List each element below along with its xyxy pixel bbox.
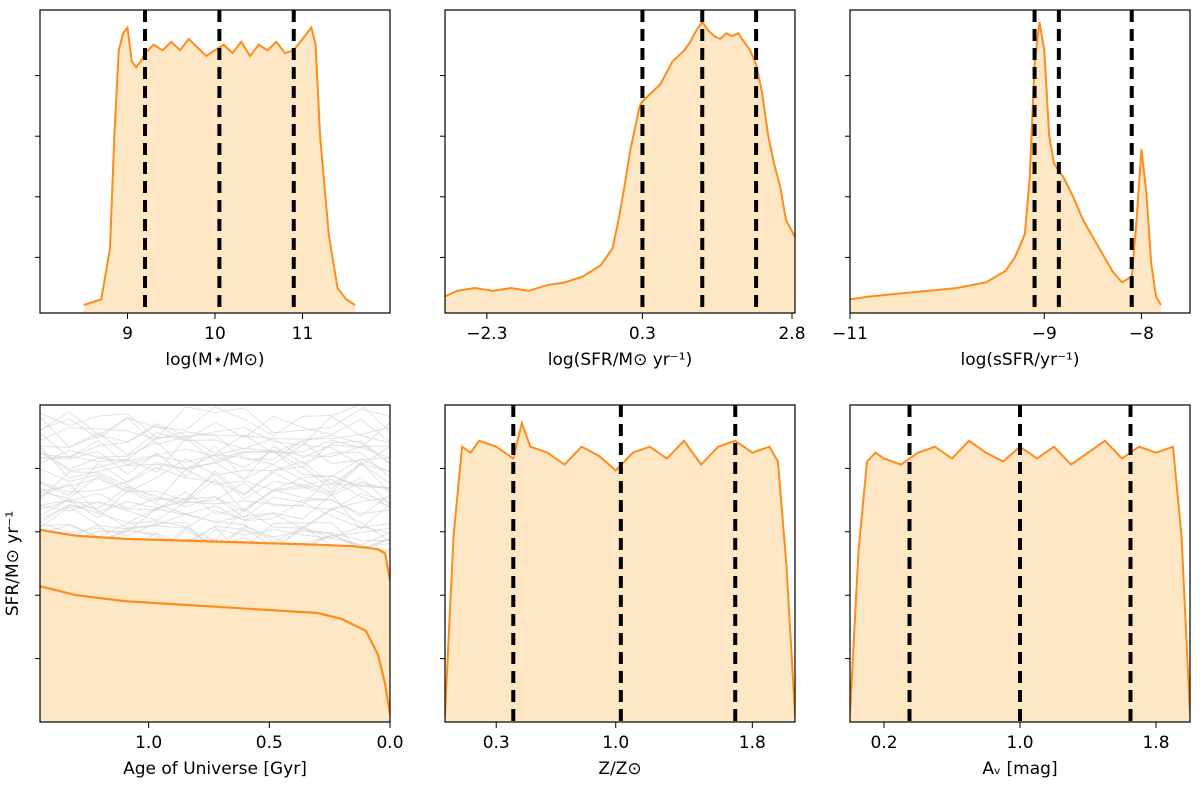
- history-draw: [40, 489, 390, 522]
- x-axis-label: Z/Z⊙: [598, 759, 641, 779]
- x-tick-label: −11: [832, 324, 868, 344]
- history-draw: [40, 497, 390, 530]
- axes-frame: [444, 9, 796, 314]
- history-draw: [40, 422, 390, 458]
- posterior-fill: [445, 422, 795, 722]
- history-draw: [40, 415, 390, 448]
- axes-frame: [39, 404, 391, 723]
- history-draw: [40, 437, 390, 473]
- x-tick-label: 11: [292, 324, 314, 344]
- x-tick-label: −8: [1129, 324, 1154, 344]
- x-axis-label: log(SFR/M⊙ yr⁻¹): [548, 350, 692, 370]
- history-draw: [40, 461, 390, 493]
- history-draw: [40, 434, 390, 464]
- history-draw: [40, 405, 390, 440]
- panel-3: −11 −9 −8 log(sSFR/yr⁻¹): [832, 9, 1191, 370]
- y-axis-label: SFR/M⊙ yr⁻¹: [3, 511, 23, 616]
- posterior-curve: [445, 419, 795, 715]
- x-tick-label: 0.3: [483, 733, 510, 753]
- x-axis-label: Aᵥ [mag]: [982, 759, 1057, 779]
- panel-6: 0.2 1.0 1.8 Aᵥ [mag]: [845, 404, 1191, 779]
- posterior-fill: [445, 22, 795, 313]
- x-tick-label: 0.2: [870, 733, 897, 753]
- x-tick-label: −9: [1032, 324, 1057, 344]
- panel-2: −2.3 0.3 2.8 log(SFR/M⊙ yr⁻¹): [440, 9, 806, 370]
- x-tick-label: 0.3: [629, 324, 656, 344]
- panel-plot-area: [445, 405, 795, 722]
- panel-plot-area: [40, 405, 390, 722]
- panel-plot-area: [83, 10, 356, 313]
- history-draw: [40, 474, 390, 510]
- posterior-curve: [83, 25, 356, 306]
- panel-5: 0.3 1.0 1.8 Z/Z⊙: [440, 404, 796, 779]
- x-tick-label: 2.8: [778, 324, 805, 344]
- x-axis-label: Age of Universe [Gyr]: [123, 759, 307, 779]
- panel-1: 9 10 11 log(M⋆/M⊙): [35, 9, 391, 370]
- history-draw: [40, 411, 390, 443]
- posterior-curve: [850, 439, 1190, 715]
- history-draw: [40, 461, 390, 497]
- history-draw: [40, 445, 390, 470]
- axes-frame: [849, 9, 1191, 314]
- x-tick-label: 9: [122, 324, 133, 344]
- x-axis-label: log(M⋆/M⊙): [165, 350, 264, 370]
- panel-plot-area: [445, 10, 795, 313]
- x-axis-label: log(sSFR/yr⁻¹): [961, 350, 1080, 370]
- history-draw: [40, 470, 390, 502]
- panel-4: SFR/M⊙ yr⁻¹ 1.0 0.5 0.0 Age of Universe [Gyr…: [3, 404, 404, 779]
- x-tick-label: 1.8: [739, 733, 766, 753]
- history-draw: [40, 478, 390, 513]
- panel-plot-area: [850, 405, 1190, 722]
- sfh-percentile-curve-1: [40, 528, 390, 581]
- x-tick-label: −2.3: [466, 324, 507, 344]
- panel-plot-area: [850, 10, 1162, 313]
- x-tick-label: 1.0: [135, 733, 162, 753]
- x-tick-label: 0.0: [376, 733, 403, 753]
- x-tick-label: 1.8: [1142, 733, 1169, 753]
- history-draw: [40, 439, 390, 470]
- history-draw: [40, 426, 390, 441]
- x-tick-label: 10: [204, 324, 226, 344]
- posterior-fill: [850, 22, 1161, 313]
- x-tick-label: 1.0: [1006, 733, 1033, 753]
- history-draw: [40, 444, 390, 481]
- history-draw: [40, 496, 390, 529]
- sfh-band-fill: [40, 529, 390, 722]
- posterior-curve: [445, 20, 795, 298]
- axes-frame: [444, 404, 796, 723]
- x-tick-label: 1.0: [602, 733, 629, 753]
- sfh-percentile-curve-2: [40, 585, 390, 715]
- history-draw: [40, 483, 390, 515]
- history-draw: [40, 432, 390, 459]
- posterior-curve: [850, 21, 1162, 306]
- x-tick-label: 0.5: [256, 733, 283, 753]
- history-draw: [40, 446, 390, 479]
- history-draw: [40, 406, 390, 439]
- history-draw: [40, 458, 390, 493]
- history-draw: [40, 471, 390, 505]
